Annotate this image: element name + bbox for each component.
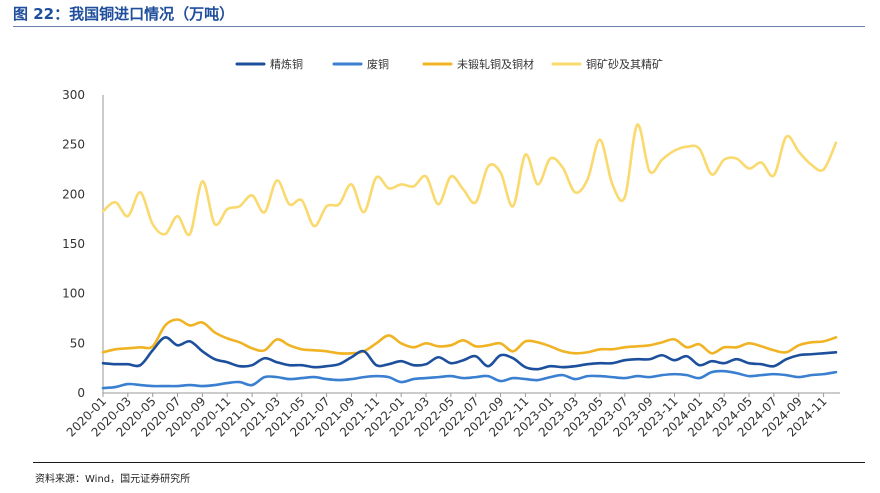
y-tick-label: 300 bbox=[62, 88, 85, 102]
y-tick-label: 250 bbox=[62, 138, 85, 152]
legend: 精炼铜 废铜 未锻轧铜及铜材 铜矿砂及其精矿 bbox=[235, 57, 663, 71]
y-tick-label: 150 bbox=[62, 237, 85, 251]
series-line-3 bbox=[101, 123, 838, 237]
y-tick-label: 100 bbox=[62, 287, 85, 301]
footer-rule bbox=[33, 462, 865, 463]
series-line-1 bbox=[101, 369, 838, 390]
legend-label-0: 精炼铜 bbox=[270, 57, 303, 71]
legend-label-2: 未锻轧铜及铜材 bbox=[457, 57, 534, 71]
legend-label-1: 废铜 bbox=[367, 57, 389, 71]
y-tick-label: 200 bbox=[62, 187, 85, 201]
series-line-2 bbox=[101, 318, 838, 355]
figure-title: 图 22：我国铜进口情况（万吨） bbox=[13, 5, 235, 23]
y-tick-label: 50 bbox=[70, 336, 85, 350]
chart-series bbox=[101, 123, 838, 390]
series-line-0 bbox=[101, 336, 838, 371]
title-rule bbox=[13, 26, 865, 27]
source-note: 资料来源：Wind，国元证券研究所 bbox=[35, 474, 191, 485]
y-tick-label: 0 bbox=[77, 386, 85, 400]
legend-label-3: 铜矿砂及其精矿 bbox=[586, 57, 663, 71]
